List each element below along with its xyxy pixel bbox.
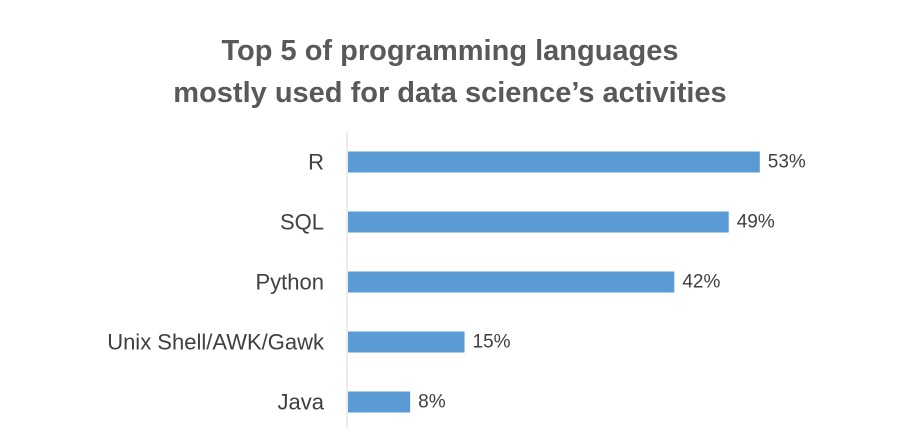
category-label: SQL	[280, 210, 324, 235]
chart-title-line-1: Top 5 of programming languages	[221, 35, 679, 67]
bar-sql	[348, 211, 729, 233]
category-label: Unix Shell/AWK/Gawk	[107, 330, 325, 355]
value-label: 15%	[473, 332, 511, 353]
category-label: Python	[256, 270, 325, 295]
chart-title: Top 5 of programming languages mostly us…	[0, 30, 900, 114]
category-label: Java	[278, 390, 325, 415]
value-label: 8%	[418, 392, 446, 413]
chart-title-line-2: mostly used for data science’s activitie…	[173, 77, 727, 109]
value-label: 42%	[682, 272, 720, 293]
value-label: 53%	[768, 152, 806, 173]
value-label: 49%	[737, 212, 775, 233]
bars-group: R 53% SQL 49% Python 42% Unix Shell/AWK/Gawk 15…	[107, 150, 806, 415]
bar-r	[348, 151, 760, 173]
bar-python	[348, 271, 675, 293]
bar-unix-shell-awk-gawk	[348, 331, 465, 353]
category-label: R	[308, 150, 324, 175]
bar-java	[348, 391, 411, 413]
